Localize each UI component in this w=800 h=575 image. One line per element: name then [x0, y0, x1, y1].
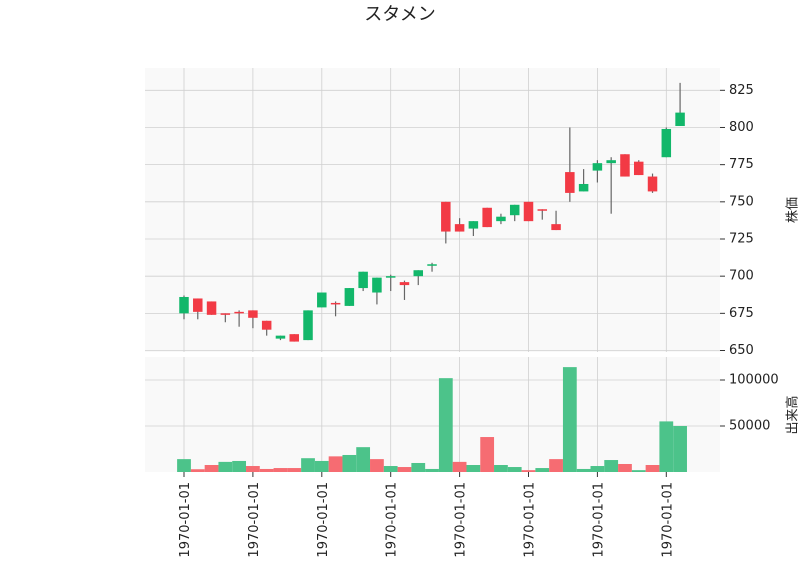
candle-body — [537, 209, 548, 211]
candle-body — [592, 163, 603, 171]
y-tick-label: 650 — [729, 343, 754, 358]
candle-body — [193, 298, 203, 312]
candle-body — [661, 128, 672, 158]
volume-bar — [273, 468, 288, 472]
candle-body — [317, 292, 327, 308]
candle-body — [468, 221, 479, 229]
y-tick-label: 675 — [729, 306, 754, 321]
candle-body — [385, 276, 396, 278]
volume-bar — [287, 468, 302, 472]
candle-body — [344, 288, 355, 306]
volume-tick-label: 100000 — [729, 373, 779, 388]
candle-body — [303, 310, 313, 341]
volume-bar — [190, 469, 205, 472]
volume-bar — [494, 465, 508, 472]
volume-bar — [314, 460, 329, 472]
candle-body — [206, 301, 217, 315]
candle-body — [399, 282, 410, 286]
volume-bar — [645, 465, 660, 472]
volume-bar — [232, 460, 247, 472]
candle-body — [675, 112, 685, 126]
volume-panel — [145, 357, 720, 472]
candle-body — [179, 296, 189, 314]
x-tick-label: 1970-01-01 — [591, 482, 606, 558]
y-tick-label: 750 — [729, 194, 754, 209]
volume-bar — [397, 467, 412, 472]
candle-body — [454, 224, 465, 232]
candle-body — [358, 271, 368, 289]
x-tick-label: 1970-01-01 — [454, 482, 469, 558]
volume-bar — [576, 468, 591, 472]
volume-bar — [218, 461, 233, 472]
candle-body — [413, 270, 424, 277]
candle-body — [220, 313, 231, 315]
volume-axis-label: 出来高 — [785, 395, 800, 434]
volume-bar — [204, 465, 219, 472]
candle-body — [372, 277, 382, 293]
volume-bar — [301, 458, 315, 472]
candle-body — [606, 160, 616, 164]
candle-body — [482, 207, 492, 228]
candle-body — [261, 320, 272, 330]
candle-body — [509, 204, 520, 216]
volume-bar — [452, 461, 467, 472]
volume-bar — [328, 456, 343, 472]
volume-bar — [604, 460, 619, 472]
y-tick-label: 700 — [729, 269, 754, 284]
y-tick-label: 775 — [729, 157, 754, 172]
y-tick-label: 825 — [729, 83, 754, 98]
candle-body — [234, 311, 244, 314]
candle-body — [620, 154, 630, 177]
candle-body — [441, 201, 451, 232]
price-panel — [145, 68, 720, 352]
volume-bar — [631, 470, 646, 472]
volume-bar — [480, 437, 495, 472]
volume-bar — [246, 466, 260, 472]
candle-body — [289, 334, 299, 342]
candle-body — [633, 161, 644, 176]
volume-bar — [521, 470, 536, 472]
volume-bar — [562, 367, 577, 472]
volume-bar — [177, 459, 191, 472]
volume-bar — [438, 378, 453, 472]
volume-bar — [590, 466, 605, 472]
x-tick-label: 1970-01-01 — [523, 482, 538, 558]
volume-bar — [356, 447, 371, 472]
chart-title: スタメン — [364, 4, 435, 25]
volume-bar — [259, 468, 274, 472]
volume-bar — [466, 465, 481, 472]
volume-bar — [535, 468, 550, 472]
candle-body — [647, 176, 658, 192]
volume-bar — [673, 426, 687, 472]
volume-bar — [411, 462, 426, 472]
candle-body — [427, 264, 437, 266]
volume-bar — [549, 459, 563, 472]
candle-body — [551, 224, 561, 231]
volume-bar — [618, 463, 632, 472]
x-tick-label: 1970-01-01 — [178, 482, 193, 558]
volume-bar — [425, 468, 439, 472]
volume-bar — [507, 467, 522, 472]
x-tick-label: 1970-01-01 — [316, 482, 331, 558]
candle-body — [578, 183, 589, 192]
x-tick-label: 1970-01-01 — [660, 482, 675, 558]
volume-bar — [659, 421, 674, 472]
candle-body — [496, 216, 506, 222]
volume-bar — [370, 459, 384, 472]
candle-body — [248, 310, 258, 318]
candle-body — [275, 335, 286, 339]
candle-body — [330, 302, 341, 305]
volume-bar — [383, 466, 398, 472]
y-tick-label: 800 — [729, 120, 754, 135]
volume-tick-label: 50000 — [729, 419, 770, 434]
volume-bar — [342, 454, 357, 472]
candle-body — [523, 201, 534, 222]
y-tick-label: 725 — [729, 231, 754, 246]
y-axis-label: 株価 — [786, 197, 800, 223]
x-tick-label: 1970-01-01 — [385, 482, 400, 558]
candle-body — [565, 172, 575, 193]
x-tick-label: 1970-01-01 — [247, 482, 262, 558]
